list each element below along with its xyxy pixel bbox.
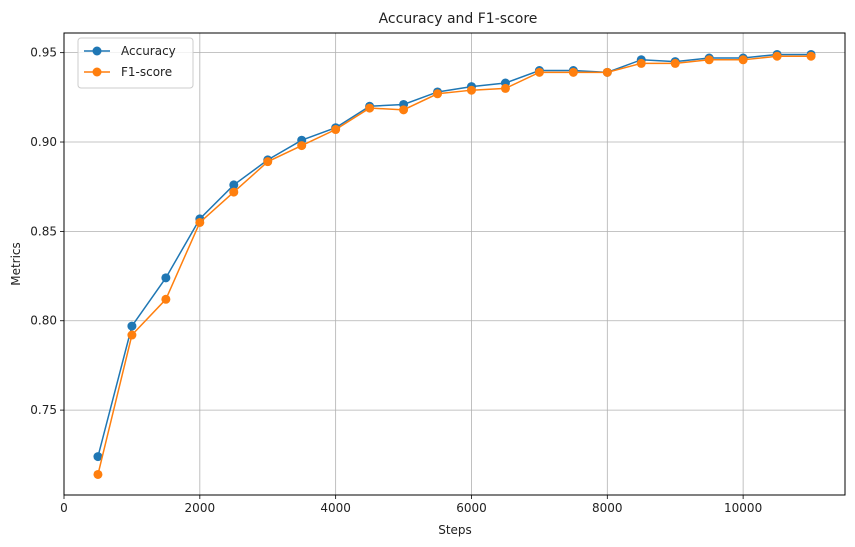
x-tick-label: 6000 [456,501,487,515]
x-tick-label: 2000 [185,501,216,515]
legend-entry-accuracy: Accuracy [84,44,176,58]
data-point-f1-score [602,67,612,77]
data-point-f1-score [738,55,748,65]
data-point-f1-score [433,89,443,99]
x-tick-label: 0 [60,501,68,515]
x-tick-label: 8000 [592,501,623,515]
y-tick-label: 0.95 [30,46,57,60]
data-point-f1-score [568,67,578,77]
y-tick-label: 0.90 [30,135,57,149]
data-point-f1-score [127,330,137,340]
data-point-accuracy [161,273,171,283]
axes: 0 2000 4000 6000 8000 10000 0.75 0.80 0.85 0.90 0.… [30,46,762,515]
data-point-f1-score [500,83,510,93]
legend-marker-accuracy [92,46,102,56]
legend-marker-f1-score [92,67,102,77]
legend: Accuracy F1-score [77,37,194,89]
data-point-f1-score [806,51,816,61]
legend-label-accuracy: Accuracy [121,44,176,58]
data-point-f1-score [670,58,680,68]
data-point-accuracy [127,321,137,331]
data-point-accuracy [93,452,103,462]
data-point-accuracy [229,180,239,190]
grid [63,33,845,495]
y-axis-title: Metrics [9,242,23,286]
data-point-f1-score [195,217,205,227]
legend-label-f1-score: F1-score [121,65,172,79]
x-axis-title: Steps [438,523,472,537]
data-point-f1-score [229,187,239,197]
data-point-f1-score [704,55,714,65]
legend-entry-f1-score: F1-score [84,65,172,79]
series-line-f1-score [97,55,812,475]
chart-title: Accuracy and F1-score [379,11,538,27]
x-tick-label: 4000 [320,501,351,515]
data-point-f1-score [636,58,646,68]
data-point-f1-score [399,105,409,115]
series-line-accuracy [97,53,812,457]
data-point-f1-score [365,103,375,113]
data-point-f1-score [161,294,171,304]
data-point-f1-score [297,141,307,151]
y-tick-label: 0.80 [30,314,57,328]
data-point-f1-score [93,469,103,479]
y-tick-label: 0.85 [30,224,57,238]
plot-frame [63,32,846,496]
data-point-f1-score [534,67,544,77]
data-point-f1-score [263,157,273,167]
series-layer [93,49,816,479]
data-point-f1-score [772,51,782,61]
data-point-f1-score [331,125,341,135]
data-point-f1-score [466,85,476,95]
y-tick-label: 0.75 [30,403,57,417]
x-tick-label: 10000 [724,501,762,515]
series-f1-score [93,51,816,479]
